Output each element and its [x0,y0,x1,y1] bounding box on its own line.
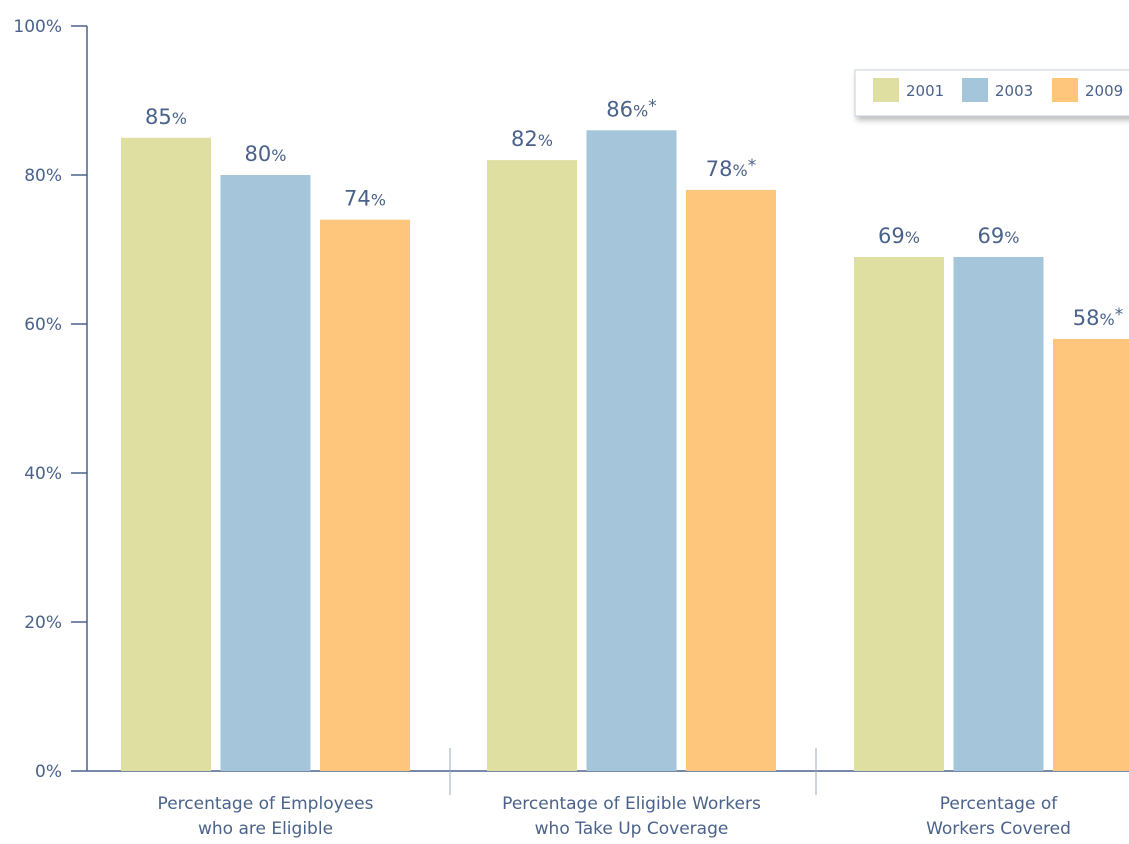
legend-label: 2003 [995,82,1033,100]
data-label: 86%* [606,96,656,121]
category-label-line1: Percentage of Eligible Workers [502,794,761,814]
data-label-value: 85 [145,105,172,129]
bars [121,130,1129,772]
data-label-asterisk: * [648,96,657,116]
bar-2003 [586,130,677,772]
legend-swatch-2001 [873,78,899,102]
data-label-value: 78 [706,157,733,181]
x-axis-categories: Percentage of Employees who are Eligible P… [158,794,1071,839]
bar-2001 [854,256,944,771]
data-label-percent: % [538,131,553,150]
data-label: 74% [344,187,386,211]
data-labels: 85%80%74%82%86%*78%*69% 69%58%* [145,96,1123,330]
legend-box [854,69,1129,117]
bar-2009 [320,219,410,771]
bar-2003 [220,175,311,771]
category-label-line2: who Take Up Coverage [535,819,729,839]
category-label-line2: who are Eligible [198,819,333,839]
data-label-asterisk: * [748,156,757,176]
data-label-percent: % [633,101,648,120]
data-label-value: 74 [344,187,371,211]
y-tick-label: 100% [13,17,62,37]
category-label-line1: Percentage of Employees [158,794,374,814]
bar-2009 [686,189,776,771]
data-label-value: 69 [978,224,1005,248]
legend-swatch-2009 [1052,78,1078,102]
legend-swatch-2003 [962,78,988,102]
data-label: 82% [511,127,553,151]
y-tick-label: 0% [35,762,62,782]
data-label-value: 82 [511,127,538,151]
data-label-value: 69 [878,224,905,248]
category-label-line1: Percentage of [940,794,1058,814]
data-label: 69% [978,224,1020,248]
y-tick-label: 40% [24,464,62,484]
y-tick-label: 20% [24,613,62,633]
data-label-value: 80 [245,142,272,166]
data-label: 69% [878,224,920,248]
data-label-percent: % [271,146,286,165]
data-label-asterisk: * [1115,305,1124,325]
data-label-percent: % [733,161,748,180]
y-tick-label: 60% [24,315,62,335]
data-label-percent: % [1100,310,1115,329]
legend: 2001 2003 2009 [854,69,1129,117]
bar-2001 [121,137,211,771]
data-label: 80% [245,142,287,166]
data-label-percent: % [1004,228,1019,247]
legend-label: 2009 [1085,82,1123,100]
data-label-percent: % [905,228,920,247]
data-label-value: 86 [606,97,633,121]
data-label-percent: % [371,191,386,210]
y-tick-label: 80% [24,166,62,186]
bar-2001 [487,160,577,772]
data-label: 58%* [1073,305,1123,330]
bar-2009 [1053,338,1129,771]
bar-2003 [953,256,1044,771]
data-label: 78%* [706,156,756,181]
data-label-value: 58 [1073,306,1100,330]
legend-label: 2001 [906,82,944,100]
data-label: 85% [145,105,187,129]
category-label-line2: Workers Covered [926,819,1071,839]
data-label-percent: % [172,109,187,128]
